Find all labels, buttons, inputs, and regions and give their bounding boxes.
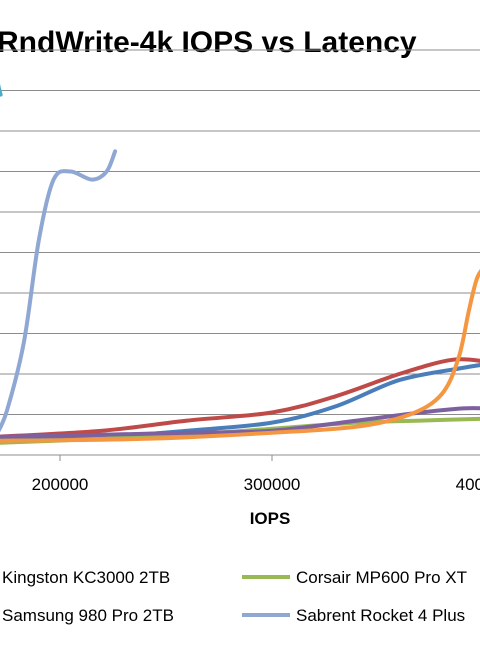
legend-item-corsair: Corsair MP600 Pro XT [242, 568, 467, 598]
series-line-1 [0, 363, 480, 441]
x-tick-label: 400000 [456, 475, 480, 494]
series-line-4 [0, 149, 118, 433]
series-line-5 [0, 406, 480, 439]
gridlines [0, 49, 480, 456]
legend-swatch [242, 574, 290, 579]
legend-item-sabrent: Sabrent Rocket 4 Plus [242, 606, 465, 636]
series-line-3 [0, 357, 480, 439]
legend-label: Kingston KC3000 2TB [2, 568, 171, 587]
axes [0, 454, 480, 461]
x-tick-label: 300000 [244, 475, 301, 494]
legend-item-samsung: Samsung 980 Pro 2TB [0, 606, 174, 636]
series-line-7 [0, 83, 3, 97]
x-tick-labels: 200000 300000 400000 [32, 475, 480, 494]
legend-label: Corsair MP600 Pro XT [296, 568, 467, 587]
x-tick-label: 200000 [32, 475, 89, 494]
x-axis-label: IOPS [250, 509, 291, 528]
chart-plot-area: 200000 300000 400000 IOPS [0, 49, 480, 528]
legend-label: Sabrent Rocket 4 Plus [296, 606, 466, 625]
series-line-6 [0, 268, 480, 443]
legend-label: Samsung 980 Pro 2TB [2, 606, 174, 625]
legend: Kingston KC3000 2TB Corsair MP600 Pro XT… [0, 560, 480, 640]
legend-swatch [242, 612, 290, 617]
chart-title: RndWrite-4k IOPS vs Latency [0, 26, 417, 59]
series-lines [0, 83, 480, 445]
legend-item-kingston: Kingston KC3000 2TB [0, 568, 170, 598]
